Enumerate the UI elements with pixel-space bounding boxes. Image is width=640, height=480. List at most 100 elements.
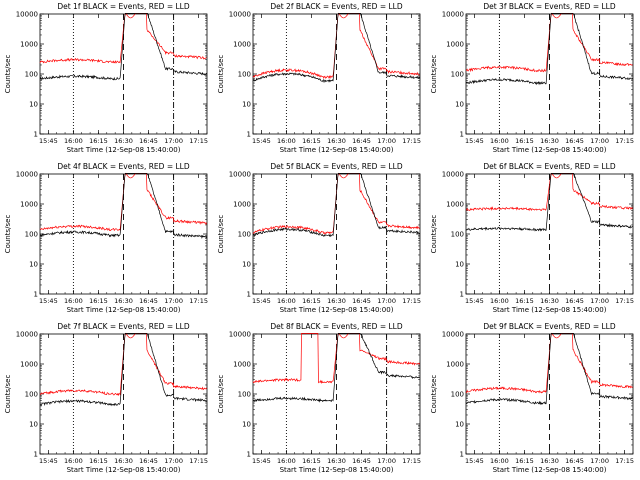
panel-3: Det 3f BLACK = Events, RED = LLD 1 10 100 10… bbox=[430, 2, 634, 154]
y-tick-label: 100 bbox=[238, 391, 251, 399]
y-tick-label: 10000 bbox=[229, 331, 251, 339]
x-tick-label: 16:15 bbox=[89, 457, 108, 465]
x-tick-label: 16:15 bbox=[302, 297, 321, 305]
x-tick-label: 16:00 bbox=[277, 137, 296, 145]
series-events-line bbox=[465, 13, 633, 86]
y-tick-label: 100 bbox=[238, 71, 251, 79]
y-axis-label: Counts/sec bbox=[430, 215, 438, 254]
y-tick-label: 1000 bbox=[446, 41, 464, 49]
x-tick-label: 17:15 bbox=[402, 457, 421, 465]
panel-4: Det 4f BLACK = Events, RED = LLD 1 10 100 10… bbox=[4, 162, 208, 314]
x-tick-label: 17:15 bbox=[189, 457, 208, 465]
x-tick-label: 16:00 bbox=[490, 457, 509, 465]
x-tick-label: 16:30 bbox=[327, 297, 346, 305]
panel-5: Det 5f BLACK = Events, RED = LLD 1 10 100 10… bbox=[217, 162, 421, 314]
x-tick-label: 16:15 bbox=[515, 137, 534, 145]
y-tick-label: 1000 bbox=[233, 41, 251, 49]
panel-6: Det 6f BLACK = Events, RED = LLD 1 10 100 10… bbox=[430, 162, 634, 314]
x-tick-label: 16:45 bbox=[352, 457, 371, 465]
x-tick-label: 17:15 bbox=[615, 137, 634, 145]
x-tick-label: 16:00 bbox=[277, 457, 296, 465]
y-tick-label: 1000 bbox=[20, 41, 38, 49]
x-tick-label: 16:00 bbox=[490, 137, 509, 145]
y-axis-label: Counts/sec bbox=[430, 375, 438, 414]
y-axis-label: Counts/sec bbox=[4, 215, 12, 254]
x-tick-label: 16:30 bbox=[540, 297, 559, 305]
y-axis-label: Counts/sec bbox=[4, 375, 12, 414]
y-tick-label: 10 bbox=[29, 101, 38, 109]
panel-title: Det 8f BLACK = Events, RED = LLD bbox=[270, 322, 403, 331]
y-tick-label: 1 bbox=[34, 451, 38, 459]
y-tick-label: 10 bbox=[29, 421, 38, 429]
y-tick-label: 10 bbox=[455, 261, 464, 269]
x-tick-label: 16:00 bbox=[64, 297, 83, 305]
x-tick-label: 16:30 bbox=[540, 137, 559, 145]
panel-title: Det 1f BLACK = Events, RED = LLD bbox=[57, 2, 190, 11]
y-tick-label: 1000 bbox=[20, 201, 38, 209]
x-axis-label: Start Time (12-Sep-08 15:40:00) bbox=[67, 466, 181, 474]
x-tick-label: 15:45 bbox=[39, 137, 58, 145]
y-tick-label: 10000 bbox=[442, 171, 464, 179]
y-tick-label: 10000 bbox=[442, 331, 464, 339]
panel-1: Det 1f BLACK = Events, RED = LLD 1 10 100 10… bbox=[4, 2, 208, 154]
x-tick-label: 16:15 bbox=[302, 457, 321, 465]
x-tick-label: 17:00 bbox=[590, 457, 609, 465]
y-tick-label: 1 bbox=[460, 451, 464, 459]
y-tick-label: 10 bbox=[242, 421, 251, 429]
x-tick-label: 15:45 bbox=[39, 297, 58, 305]
panel-8: Det 8f BLACK = Events, RED = LLD 1 10 100 10… bbox=[217, 322, 421, 474]
y-tick-label: 10 bbox=[455, 421, 464, 429]
x-tick-label: 17:00 bbox=[590, 137, 609, 145]
x-tick-label: 17:00 bbox=[164, 297, 183, 305]
y-tick-label: 10000 bbox=[229, 171, 251, 179]
x-tick-label: 17:00 bbox=[164, 137, 183, 145]
y-tick-label: 1000 bbox=[446, 361, 464, 369]
series-events-line bbox=[252, 173, 420, 238]
y-axis-label: Counts/sec bbox=[4, 55, 12, 94]
y-tick-label: 100 bbox=[451, 71, 464, 79]
y-tick-label: 100 bbox=[25, 391, 38, 399]
x-tick-label: 17:00 bbox=[590, 297, 609, 305]
x-tick-label: 17:00 bbox=[164, 457, 183, 465]
y-tick-label: 1000 bbox=[233, 361, 251, 369]
x-axis-label: Start Time (12-Sep-08 15:40:00) bbox=[67, 146, 181, 154]
y-tick-label: 1000 bbox=[446, 201, 464, 209]
y-tick-label: 10000 bbox=[16, 331, 38, 339]
x-tick-label: 16:30 bbox=[114, 457, 133, 465]
x-tick-label: 16:30 bbox=[114, 137, 133, 145]
x-tick-label: 16:30 bbox=[540, 457, 559, 465]
x-tick-label: 16:00 bbox=[64, 457, 83, 465]
y-tick-label: 1000 bbox=[20, 361, 38, 369]
panel-title: Det 5f BLACK = Events, RED = LLD bbox=[270, 162, 403, 171]
x-tick-label: 16:15 bbox=[515, 297, 534, 305]
x-tick-label: 17:15 bbox=[402, 297, 421, 305]
panel-2: Det 2f BLACK = Events, RED = LLD 1 10 100 10… bbox=[217, 2, 421, 154]
y-tick-label: 10 bbox=[455, 101, 464, 109]
x-tick-label: 17:00 bbox=[377, 137, 396, 145]
y-tick-label: 10000 bbox=[16, 171, 38, 179]
x-tick-label: 17:15 bbox=[615, 297, 634, 305]
series-events-line bbox=[39, 333, 207, 407]
series-lld-line bbox=[252, 332, 420, 385]
y-tick-label: 1 bbox=[34, 131, 38, 139]
panel-title: Det 9f BLACK = Events, RED = LLD bbox=[483, 322, 616, 331]
x-axis-label: Start Time (12-Sep-08 15:40:00) bbox=[493, 146, 607, 154]
x-tick-label: 16:45 bbox=[565, 457, 584, 465]
x-tick-label: 16:30 bbox=[327, 137, 346, 145]
x-tick-label: 16:45 bbox=[139, 297, 158, 305]
x-tick-label: 17:00 bbox=[377, 297, 396, 305]
series-events-line bbox=[252, 13, 420, 83]
y-tick-label: 1 bbox=[460, 291, 464, 299]
y-tick-label: 100 bbox=[25, 231, 38, 239]
panel-title: Det 3f BLACK = Events, RED = LLD bbox=[483, 2, 616, 11]
panel-title: Det 2f BLACK = Events, RED = LLD bbox=[270, 2, 403, 11]
x-tick-label: 17:15 bbox=[189, 137, 208, 145]
x-tick-label: 16:45 bbox=[352, 137, 371, 145]
x-tick-label: 15:45 bbox=[252, 137, 271, 145]
y-tick-label: 1 bbox=[460, 131, 464, 139]
panel-title: Det 6f BLACK = Events, RED = LLD bbox=[483, 162, 616, 171]
y-axis-label: Counts/sec bbox=[217, 375, 225, 414]
series-events-line bbox=[39, 13, 207, 81]
x-tick-label: 16:45 bbox=[139, 457, 158, 465]
